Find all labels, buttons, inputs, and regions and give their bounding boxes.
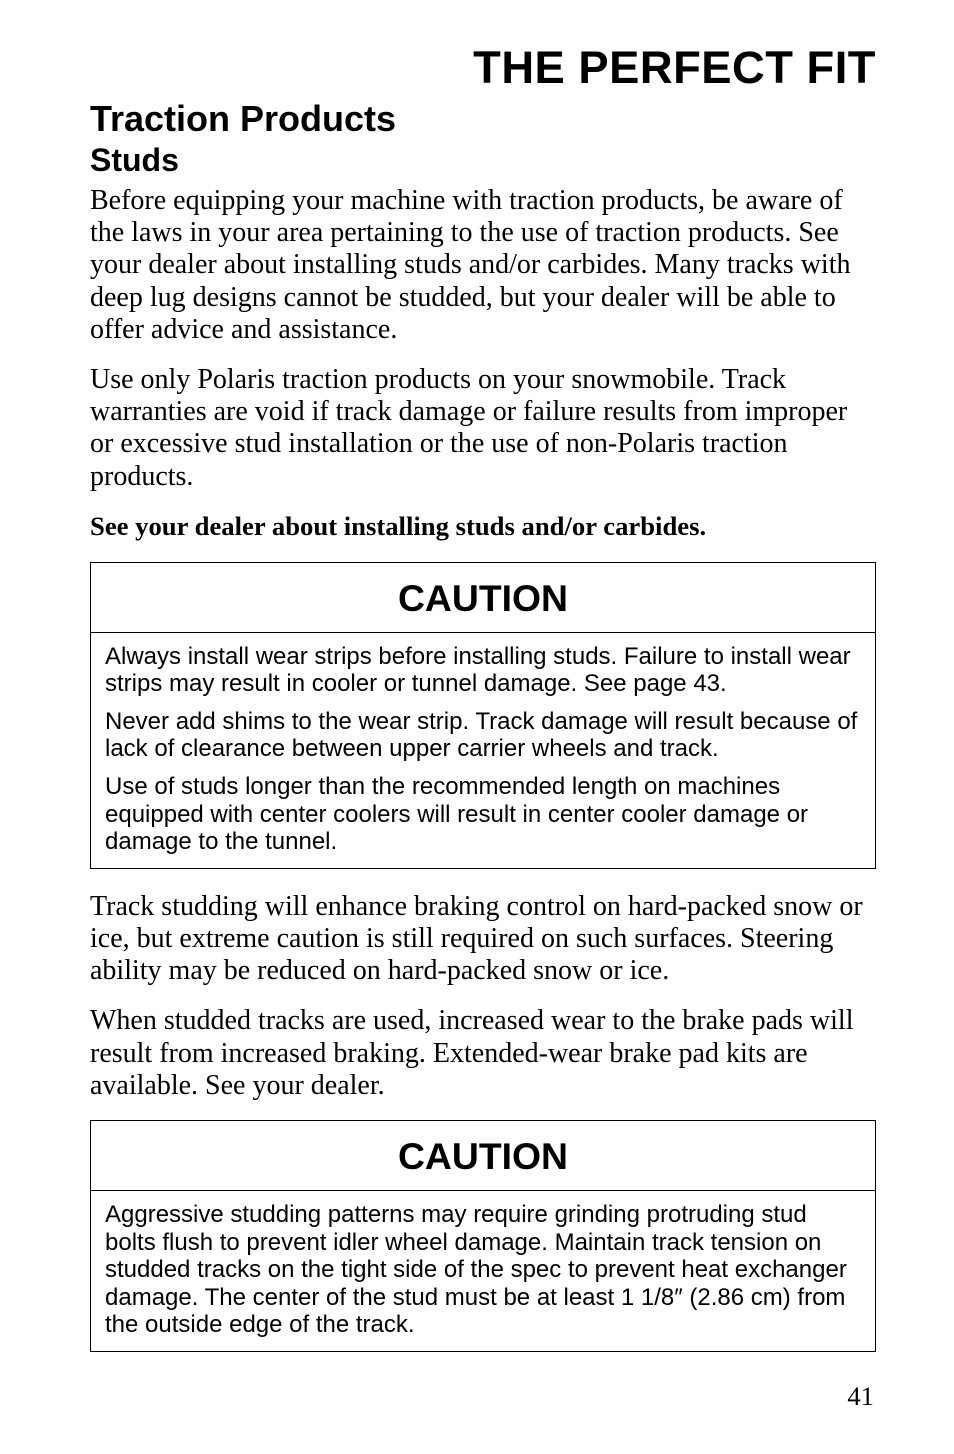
page-number: 41 bbox=[847, 1381, 874, 1412]
caution-header: CAUTION bbox=[91, 1121, 875, 1191]
caution-box-1: CAUTION Always install wear strips befor… bbox=[90, 562, 876, 869]
subsection-title: Studs bbox=[90, 142, 876, 179]
caution-paragraph: Aggressive studding patterns may require… bbox=[105, 1201, 861, 1339]
body-paragraph: Track studding will enhance braking cont… bbox=[90, 891, 876, 988]
caution-box-2: CAUTION Aggressive studding patterns may… bbox=[90, 1120, 876, 1352]
caution-body: Always install wear strips before instal… bbox=[91, 633, 875, 868]
caution-header: CAUTION bbox=[91, 563, 875, 633]
caution-body: Aggressive studding patterns may require… bbox=[91, 1191, 875, 1351]
body-paragraph: Before equipping your machine with tract… bbox=[90, 185, 876, 346]
caution-paragraph: Use of studs longer than the recommended… bbox=[105, 773, 861, 856]
bold-instruction: See your dealer about installing studs a… bbox=[90, 511, 876, 542]
page-title: THE PERFECT FIT bbox=[90, 42, 876, 94]
caution-paragraph: Never add shims to the wear strip. Track… bbox=[105, 708, 861, 763]
page-container: THE PERFECT FIT Traction Products Studs … bbox=[0, 0, 954, 1454]
caution-paragraph: Always install wear strips before instal… bbox=[105, 643, 861, 698]
section-title: Traction Products bbox=[90, 98, 876, 140]
body-paragraph: When studded tracks are used, increased … bbox=[90, 1005, 876, 1102]
body-paragraph: Use only Polaris traction products on yo… bbox=[90, 364, 876, 493]
